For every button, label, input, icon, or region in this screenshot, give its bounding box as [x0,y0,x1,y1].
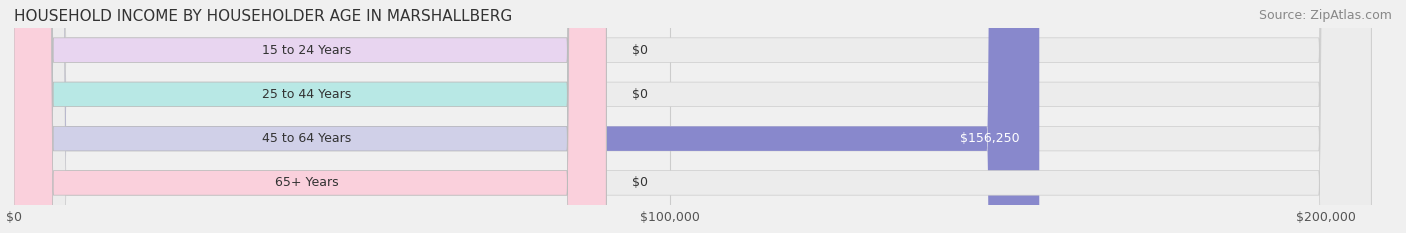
Text: $156,250: $156,250 [960,132,1019,145]
FancyBboxPatch shape [14,0,606,233]
Text: 45 to 64 Years: 45 to 64 Years [263,132,352,145]
Text: $0: $0 [633,44,648,57]
FancyBboxPatch shape [14,0,606,233]
Text: $0: $0 [633,88,648,101]
FancyBboxPatch shape [14,0,1371,233]
Text: 25 to 44 Years: 25 to 44 Years [263,88,352,101]
Text: HOUSEHOLD INCOME BY HOUSEHOLDER AGE IN MARSHALLBERG: HOUSEHOLD INCOME BY HOUSEHOLDER AGE IN M… [14,9,512,24]
FancyBboxPatch shape [14,0,606,233]
FancyBboxPatch shape [14,0,1039,233]
Text: 65+ Years: 65+ Years [276,176,339,189]
Text: $0: $0 [633,176,648,189]
FancyBboxPatch shape [14,0,1371,233]
Text: 15 to 24 Years: 15 to 24 Years [263,44,352,57]
FancyBboxPatch shape [14,0,1371,233]
FancyBboxPatch shape [14,0,1371,233]
FancyBboxPatch shape [14,0,606,233]
Text: Source: ZipAtlas.com: Source: ZipAtlas.com [1258,9,1392,22]
